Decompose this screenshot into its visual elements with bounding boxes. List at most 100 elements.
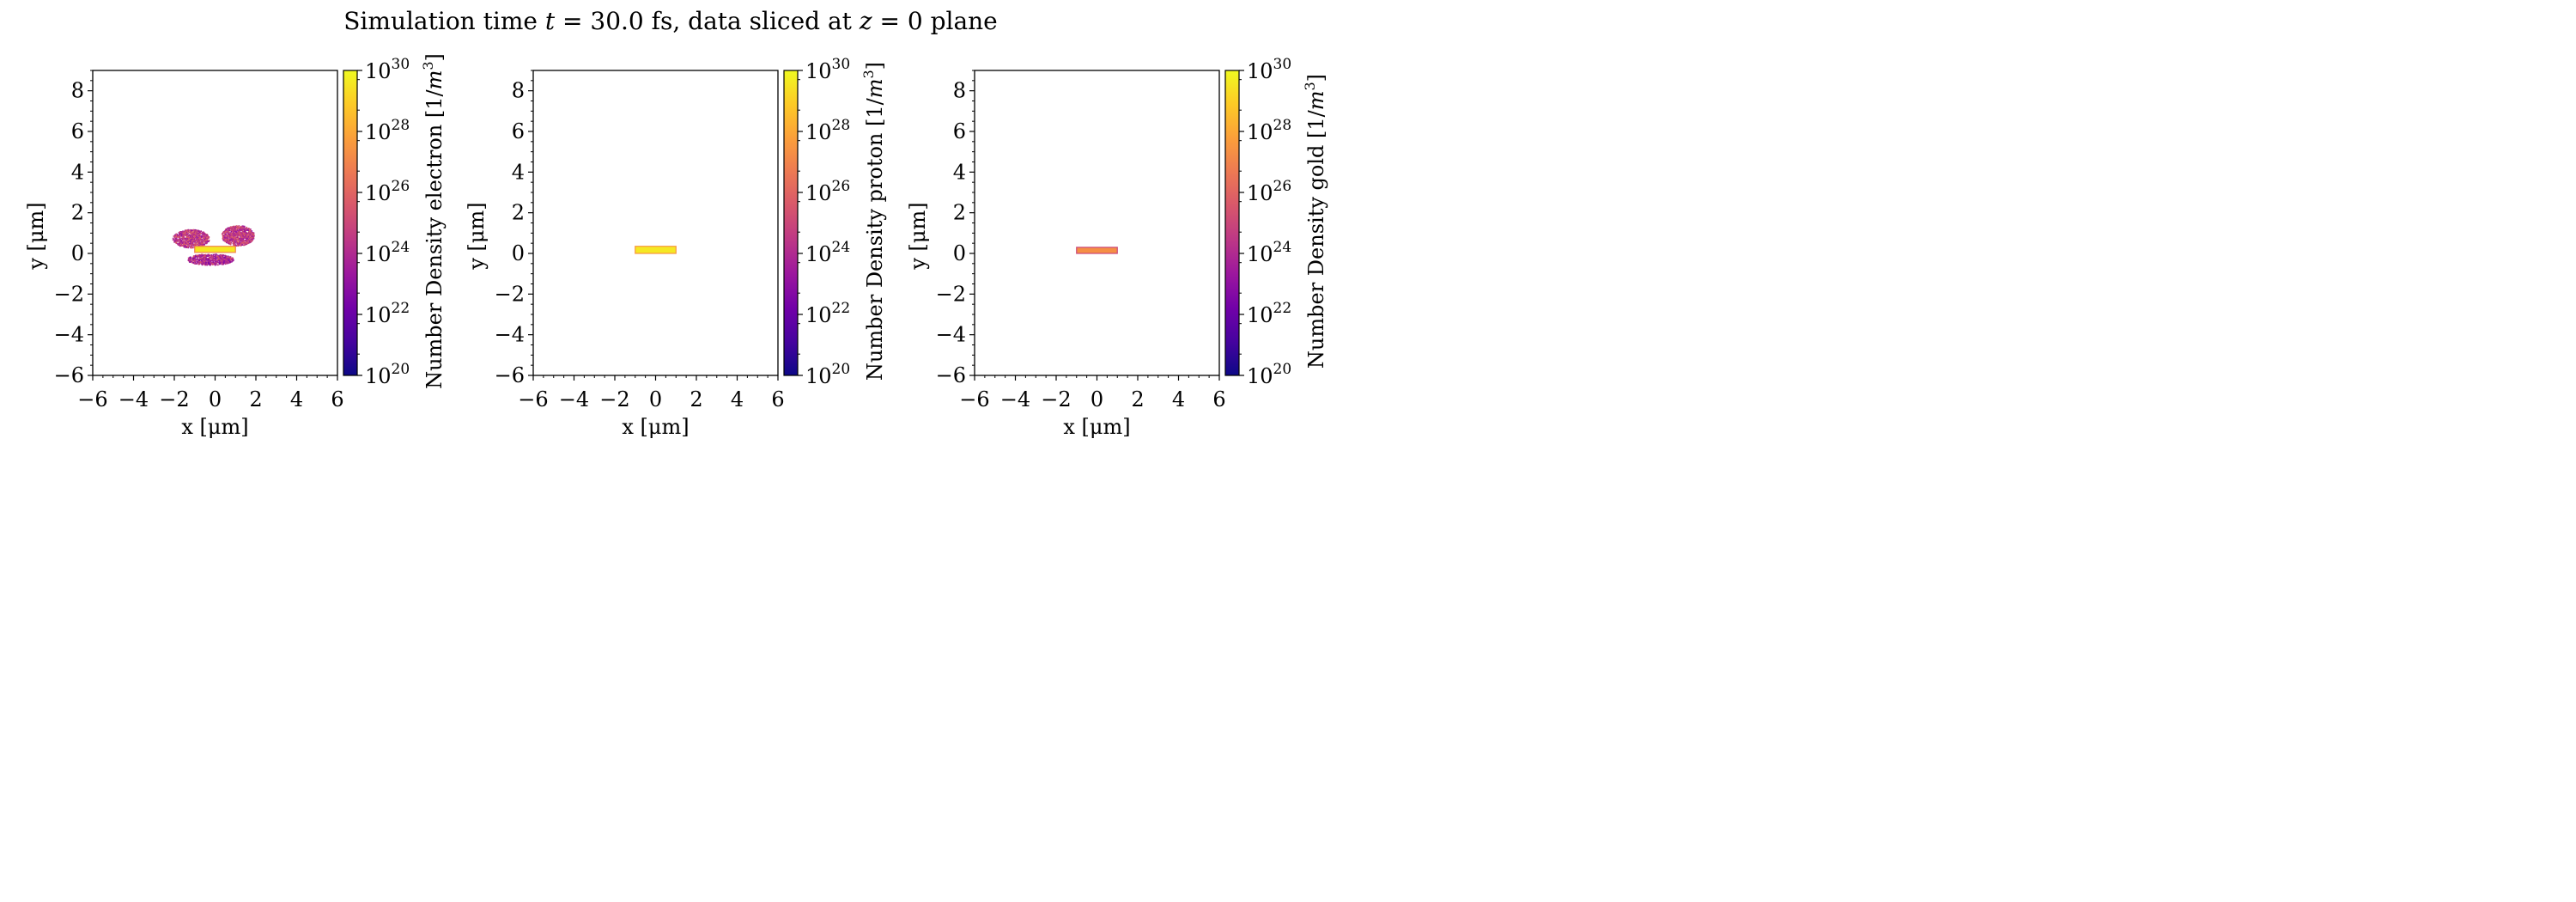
density-speck <box>192 261 194 263</box>
density-speck <box>248 241 251 243</box>
density-speck <box>202 243 204 246</box>
density-speck <box>205 240 208 241</box>
density-speck <box>242 232 245 234</box>
density-speck <box>232 228 234 229</box>
density-speck <box>222 263 224 265</box>
density-speck <box>214 263 216 265</box>
density-speck <box>245 230 246 232</box>
density-speck <box>185 239 187 241</box>
density-speck <box>243 230 246 233</box>
density-speck <box>199 233 202 235</box>
density-speck <box>227 240 229 242</box>
density-speck <box>238 239 240 241</box>
density-speck <box>228 231 229 233</box>
density-speck <box>200 245 203 247</box>
density-speck <box>191 258 193 260</box>
density-speck <box>210 256 213 258</box>
density-speck <box>225 236 228 238</box>
x-tick-label: −2 <box>159 387 189 411</box>
density-speck <box>241 241 243 242</box>
density-speck <box>241 241 243 244</box>
y-axis-label: y [μm] <box>906 202 930 270</box>
density-speck <box>235 231 237 233</box>
density-speck <box>183 233 185 235</box>
density-speck <box>226 230 228 233</box>
density-speck <box>224 230 227 233</box>
density-speck <box>223 257 226 259</box>
x-tick-label: −6 <box>77 387 107 411</box>
density-speck <box>232 233 234 235</box>
y-tick-label: 8 <box>953 79 966 103</box>
density-speck <box>222 262 225 264</box>
density-speck <box>195 254 197 257</box>
density-speck <box>175 241 177 242</box>
density-cloud-electron <box>221 225 255 247</box>
density-speck <box>185 235 188 238</box>
density-speck <box>242 225 244 228</box>
density-speck <box>252 232 255 234</box>
density-speck <box>204 236 206 239</box>
density-speck <box>190 259 192 260</box>
density-speck <box>192 231 194 234</box>
density-speck <box>240 240 242 242</box>
density-speck <box>190 230 192 232</box>
density-speck <box>212 257 214 259</box>
density-speck <box>188 235 191 236</box>
title-time-text: = 30.0 fs, data sliced at <box>555 7 860 35</box>
density-speck <box>203 256 204 258</box>
density-speck <box>206 254 209 257</box>
density-speck <box>212 253 215 256</box>
density-speck <box>184 235 186 236</box>
density-speck <box>220 258 222 260</box>
density-speck <box>212 261 215 263</box>
density-speck <box>183 235 185 238</box>
density-speck <box>240 227 241 229</box>
density-speck <box>174 234 176 236</box>
density-speck <box>197 229 199 232</box>
figure: Simulation time t = 30.0 fs, data sliced… <box>24 7 1328 439</box>
density-speck <box>190 246 191 247</box>
x-tick-label: −6 <box>959 387 989 411</box>
density-speck <box>204 235 205 236</box>
density-speck <box>214 259 216 261</box>
y-tick-label: 4 <box>953 160 966 184</box>
x-axis-label: x [μm] <box>181 415 248 439</box>
density-speck <box>228 229 230 231</box>
density-speck <box>240 236 242 238</box>
density-speck <box>212 260 214 262</box>
density-speck <box>241 232 244 234</box>
density-speck <box>188 242 191 245</box>
density-speck <box>204 263 206 265</box>
density-speck <box>187 259 190 261</box>
density-speck <box>221 255 222 257</box>
density-speck <box>214 253 216 255</box>
density-speck <box>236 235 238 237</box>
colorbar-gold <box>1224 70 1240 376</box>
title-z-variable: z <box>859 7 872 35</box>
density-speck <box>227 227 229 229</box>
density-speck <box>178 238 180 241</box>
density-speck <box>246 226 248 229</box>
density-speck <box>241 233 243 235</box>
density-speck <box>240 232 241 235</box>
density-speck <box>202 241 204 243</box>
density-speck <box>231 228 233 230</box>
density-speck <box>210 264 211 265</box>
density-speck <box>200 232 203 235</box>
density-speck <box>208 264 210 265</box>
density-speck <box>196 238 197 240</box>
density-speck <box>236 233 239 235</box>
x-tick-label: 4 <box>731 387 744 411</box>
density-speck <box>186 246 188 247</box>
density-speck <box>240 238 241 241</box>
density-speck <box>228 241 229 243</box>
density-speck <box>209 257 210 259</box>
density-speck <box>229 233 231 235</box>
density-speck <box>230 229 232 231</box>
density-speck <box>246 242 247 245</box>
y-tick-label: −6 <box>936 363 966 387</box>
density-speck <box>240 243 241 246</box>
density-speck <box>174 241 177 244</box>
density-speck <box>215 262 216 265</box>
density-speck <box>249 241 252 243</box>
